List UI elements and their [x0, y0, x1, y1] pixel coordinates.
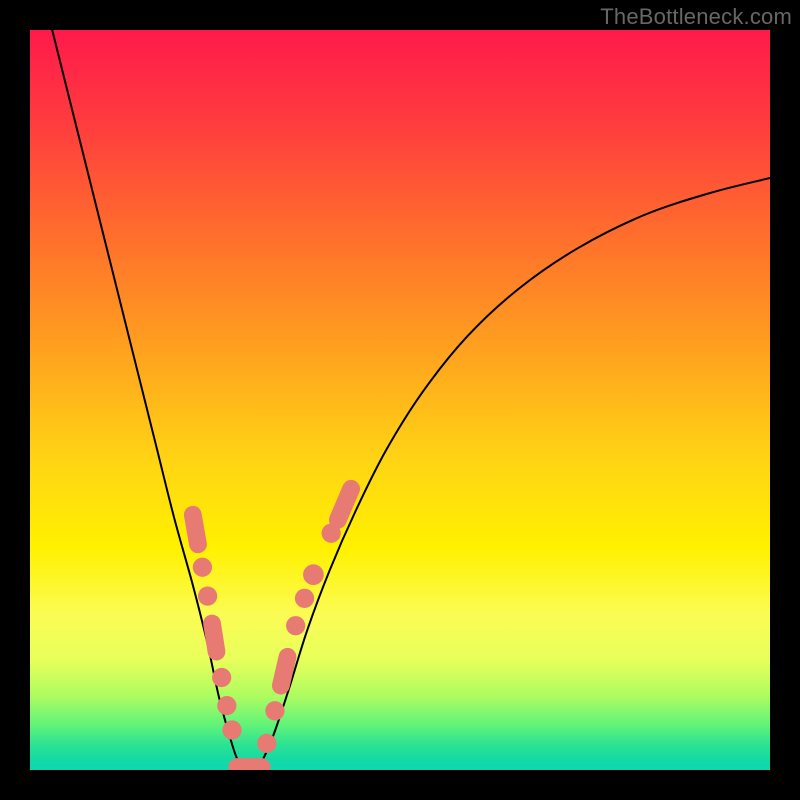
marker-dot: [217, 696, 236, 715]
marker-dot: [286, 616, 305, 635]
marker-dot: [212, 668, 231, 687]
marker-capsule: [281, 657, 288, 686]
marker-dot: [222, 720, 241, 739]
marker-dot: [265, 701, 284, 720]
chart-frame: TheBottleneck.com: [0, 0, 800, 800]
marker-capsule: [193, 515, 198, 545]
marker-capsule: [212, 623, 216, 651]
marker-capsule: [338, 489, 351, 520]
marker-dot: [303, 564, 324, 585]
chart-background: [30, 30, 770, 770]
plot-area: [30, 30, 770, 770]
marker-dot: [193, 558, 212, 577]
watermark-text: TheBottleneck.com: [600, 4, 792, 30]
marker-dot: [198, 586, 217, 605]
bottleneck-chart-svg: [30, 30, 770, 770]
marker-dot: [295, 589, 314, 608]
marker-dot: [257, 734, 276, 753]
